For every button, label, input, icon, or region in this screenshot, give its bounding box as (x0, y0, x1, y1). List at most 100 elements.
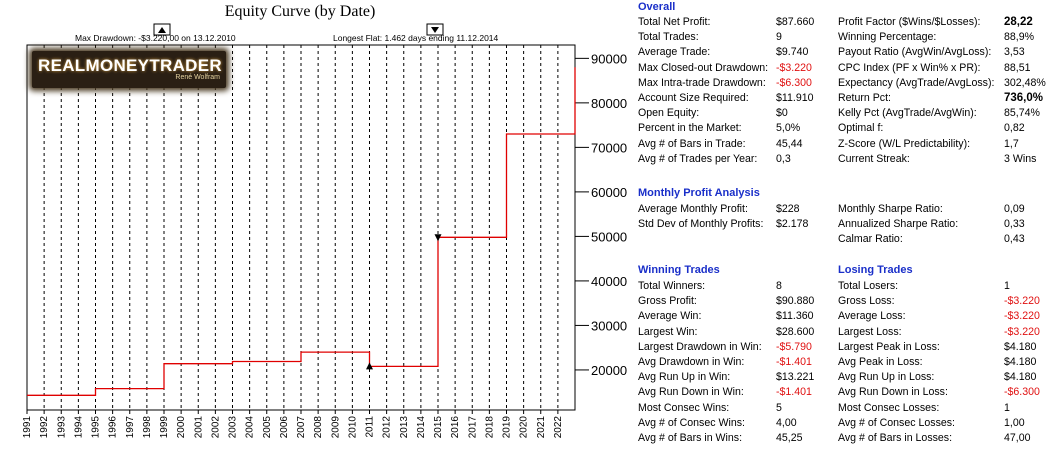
y-tick-label: 70000 (591, 140, 627, 155)
x-tick-label: 2009 (330, 416, 341, 439)
x-tick-label: 2012 (382, 416, 393, 439)
stat-value: $4.180 (1004, 340, 1037, 353)
section-title-winning: Winning Trades (638, 264, 720, 276)
section-title-monthly: Monthly Profit Analysis (638, 187, 760, 199)
x-tick-label: 2004 (245, 416, 256, 439)
stat-value: 1 (1004, 280, 1010, 292)
y-tick-label: 80000 (591, 96, 627, 111)
chart-title: Equity Curve (by Date) (225, 3, 376, 20)
up-triangle-icon (158, 27, 166, 33)
stat-label: Account Size Required: (638, 92, 749, 104)
x-tick-label: 2001 (193, 416, 204, 439)
y-tick-label: 30000 (591, 318, 627, 333)
stat-value: 45,25 (776, 432, 803, 444)
x-tick-label: 2011 (365, 416, 376, 438)
stat-label: Optimal f: (838, 122, 884, 135)
x-tick-label: 2002 (210, 416, 221, 439)
x-tick-label: 2015 (433, 416, 444, 439)
stat-value: 4,00 (776, 416, 797, 429)
stat-label: Largest Peak in Loss: (838, 340, 940, 353)
x-tick-label: 2005 (262, 416, 273, 439)
stat-label: Avg Drawdown in Win: (638, 356, 745, 368)
stat-value: -$6.300 (776, 76, 812, 89)
x-tick-label: 2003 (228, 416, 239, 439)
stat-label: Largest Loss: (838, 325, 902, 338)
stat-label: Max Closed-out Drawdown: (638, 61, 769, 74)
stat-value: $0 (776, 107, 788, 120)
x-tick-label: 2022 (553, 416, 564, 439)
stat-value: -$1.401 (776, 386, 812, 399)
logo-subtext: René Wolfram (175, 74, 220, 81)
stat-value: 0,43 (1004, 233, 1025, 246)
stat-label: Total Winners: (638, 280, 706, 292)
stat-value: 1,00 (1004, 416, 1025, 429)
x-tick-label: 2006 (279, 416, 290, 439)
stat-value: 3 Wins (1004, 152, 1037, 165)
stat-value: $9.740 (776, 46, 809, 59)
up-triangle-marker (366, 362, 373, 370)
x-tick-label: 2010 (347, 416, 358, 439)
stat-value: 1,7 (1004, 137, 1019, 150)
x-tick-label: 1997 (125, 416, 136, 439)
x-tick-label: 1993 (56, 416, 67, 439)
x-tick-label: 2007 (296, 416, 307, 439)
stat-label: Kelly Pct (AvgTrade/AvgWin): (838, 107, 977, 120)
x-tick-label: 2000 (176, 416, 187, 439)
stat-label: Avg # of Bars in Wins: (638, 432, 743, 444)
stat-value: $228 (776, 203, 800, 215)
equity-chart: Equity Curve (by Date) 1991 1992 1993 1994 19… (22, 3, 627, 439)
stat-label: Profit Factor ($Wins/$Losses): (838, 16, 981, 28)
stat-label: Percent in the Market: (638, 122, 742, 135)
stat-value: -$3.220 (1004, 295, 1040, 308)
x-tick-label: 1991 (22, 416, 33, 439)
statistics-panel: Overall Total Net Profit: $87.660 Total Tra… (638, 0, 1054, 450)
stat-value: $28.600 (776, 325, 815, 338)
stat-label: Gross Loss: (838, 295, 895, 308)
stat-value: -$3.220 (1004, 310, 1040, 323)
stat-label: Average Loss: (838, 310, 906, 323)
longest-flat-annotation: Longest Flat: 1.462 days ending 11.12.20… (333, 33, 499, 43)
stat-label: Total Trades: (638, 31, 699, 44)
x-tick-label: 2020 (519, 416, 530, 439)
stat-label: Avg Peak in Loss: (838, 356, 923, 368)
stat-value: $87.660 (776, 16, 815, 28)
stat-label: Average Win: (638, 310, 702, 323)
stat-label: Calmar Ratio: (838, 233, 903, 246)
stat-label: Monthly Sharpe Ratio: (838, 203, 943, 215)
stat-label: Avg # of Bars in Trade: (638, 137, 746, 150)
stat-label: Std Dev of Monthly Profits: (638, 218, 764, 231)
y-tick-label: 50000 (591, 229, 627, 244)
stat-value: 0,09 (1004, 203, 1025, 215)
stat-value: $13.221 (776, 371, 815, 384)
logo-text: REALMONEYTRADER (38, 56, 222, 75)
stat-value: 736,0% (1004, 92, 1044, 104)
stat-label: Max Intra-trade Drawdown: (638, 76, 766, 89)
stat-value: 28,22 (1004, 16, 1033, 28)
stat-label: Avg # of Trades per Year: (638, 152, 758, 165)
y-tick-label: 40000 (591, 274, 627, 289)
stat-label: Gross Profit: (638, 295, 697, 308)
down-triangle-marker (434, 234, 442, 242)
stat-label: Return Pct: (838, 92, 891, 104)
stat-label: Average Trade: (638, 46, 711, 59)
x-tick-label: 1994 (73, 416, 84, 439)
x-tick-label: 2017 (467, 416, 478, 439)
stat-value: 302,48% (1004, 76, 1046, 89)
stat-label: CPC Index (PF x Win% x PR): (838, 61, 981, 74)
section-title-losing: Losing Trades (838, 264, 913, 276)
brand-logo: REALMONEYTRADER René Wolfram (32, 51, 226, 88)
stat-label: Average Monthly Profit: (638, 203, 748, 215)
stat-value: 5,0% (776, 122, 801, 135)
stat-value: 47,00 (1004, 432, 1031, 444)
stat-label: Z-Score (W/L Predictability): (838, 137, 971, 150)
stat-label: Total Losers: (838, 280, 899, 292)
x-tick-label: 1996 (108, 416, 119, 439)
stat-value: $11.910 (776, 92, 814, 104)
stat-value: $4.180 (1004, 371, 1037, 384)
stat-value: $4.180 (1004, 356, 1037, 368)
x-tick-label: 1995 (91, 416, 102, 439)
x-tick-label: 1998 (142, 416, 153, 439)
stat-label: Winning Percentage: (838, 31, 937, 44)
x-tick-label: 1992 (39, 416, 50, 439)
stat-label: Avg Run Down in Loss: (838, 386, 948, 399)
